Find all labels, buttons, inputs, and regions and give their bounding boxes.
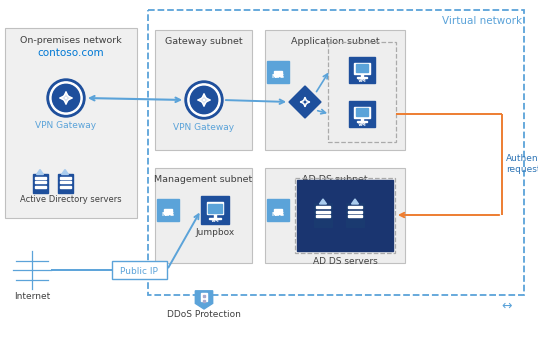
Text: VM: VM bbox=[210, 218, 220, 223]
Text: NSG: NSG bbox=[161, 212, 174, 217]
Bar bbox=[155, 168, 252, 263]
Bar bbox=[295, 178, 395, 253]
Bar bbox=[316, 210, 330, 213]
Bar bbox=[60, 177, 70, 179]
Bar bbox=[316, 206, 330, 208]
Bar bbox=[348, 206, 362, 208]
Text: VM: VM bbox=[358, 78, 366, 83]
Bar bbox=[201, 196, 229, 224]
Circle shape bbox=[185, 81, 223, 119]
Polygon shape bbox=[195, 291, 213, 309]
Bar bbox=[265, 30, 405, 150]
Bar bbox=[60, 186, 70, 188]
Bar bbox=[346, 203, 364, 227]
Circle shape bbox=[52, 84, 80, 112]
Text: Gateway subnet: Gateway subnet bbox=[165, 37, 242, 46]
Bar bbox=[208, 204, 222, 213]
Bar bbox=[297, 180, 393, 251]
Circle shape bbox=[190, 86, 218, 114]
Text: Virtual network: Virtual network bbox=[442, 16, 522, 26]
Text: Application subnet: Application subnet bbox=[291, 37, 379, 46]
Bar bbox=[112, 261, 167, 279]
Bar bbox=[34, 181, 46, 183]
Bar bbox=[356, 108, 369, 116]
Bar bbox=[267, 199, 289, 221]
Bar bbox=[348, 215, 362, 217]
Bar bbox=[34, 177, 46, 179]
Bar bbox=[349, 101, 375, 127]
Bar bbox=[357, 77, 367, 79]
Text: VM: VM bbox=[358, 122, 366, 126]
Bar bbox=[165, 209, 172, 214]
Bar bbox=[207, 202, 223, 214]
Bar bbox=[349, 57, 375, 83]
Bar bbox=[214, 214, 216, 218]
Text: AD DS servers: AD DS servers bbox=[313, 257, 377, 266]
Text: NSG: NSG bbox=[272, 74, 285, 79]
Polygon shape bbox=[320, 199, 327, 204]
Text: contoso.com: contoso.com bbox=[38, 48, 104, 58]
Bar bbox=[356, 64, 369, 73]
Bar bbox=[361, 74, 363, 78]
Polygon shape bbox=[37, 169, 44, 174]
Text: VPN Gateway: VPN Gateway bbox=[173, 123, 235, 132]
Text: Management subnet: Management subnet bbox=[154, 175, 253, 184]
Polygon shape bbox=[351, 199, 358, 204]
Bar bbox=[354, 107, 370, 118]
Bar bbox=[5, 28, 137, 218]
Bar bbox=[148, 10, 524, 295]
Bar bbox=[265, 168, 405, 263]
Text: Public IP: Public IP bbox=[120, 266, 158, 275]
Bar bbox=[357, 121, 367, 122]
Text: VPN Gateway: VPN Gateway bbox=[36, 121, 96, 130]
Text: Jumpbox: Jumpbox bbox=[195, 228, 235, 237]
Bar bbox=[274, 209, 281, 214]
Bar bbox=[267, 61, 289, 83]
Bar bbox=[32, 173, 47, 192]
Text: NSG: NSG bbox=[272, 212, 285, 217]
Polygon shape bbox=[61, 169, 68, 174]
Bar bbox=[328, 42, 396, 142]
Text: Active Directory servers: Active Directory servers bbox=[20, 195, 122, 204]
Text: Internet: Internet bbox=[14, 292, 50, 301]
Bar bbox=[203, 295, 206, 297]
Text: Authentication
request: Authentication request bbox=[506, 154, 538, 174]
Bar bbox=[157, 199, 179, 221]
Bar bbox=[34, 186, 46, 188]
Text: AD DS subnet: AD DS subnet bbox=[302, 175, 368, 184]
Circle shape bbox=[188, 84, 220, 116]
Circle shape bbox=[50, 82, 82, 114]
Bar bbox=[354, 63, 370, 74]
Circle shape bbox=[47, 79, 85, 117]
Bar bbox=[348, 210, 362, 213]
Bar bbox=[203, 300, 206, 302]
Bar bbox=[209, 218, 221, 219]
Text: ↔: ↔ bbox=[502, 299, 512, 312]
Bar bbox=[60, 181, 70, 183]
Bar bbox=[201, 293, 207, 302]
Bar bbox=[316, 215, 330, 217]
Polygon shape bbox=[289, 86, 321, 118]
Bar bbox=[274, 71, 281, 76]
Text: DDoS Protection: DDoS Protection bbox=[167, 310, 241, 319]
Bar bbox=[155, 30, 252, 150]
Bar bbox=[361, 118, 363, 122]
Text: On-premises network: On-premises network bbox=[20, 36, 122, 45]
Bar bbox=[58, 173, 73, 192]
Bar bbox=[314, 203, 332, 227]
